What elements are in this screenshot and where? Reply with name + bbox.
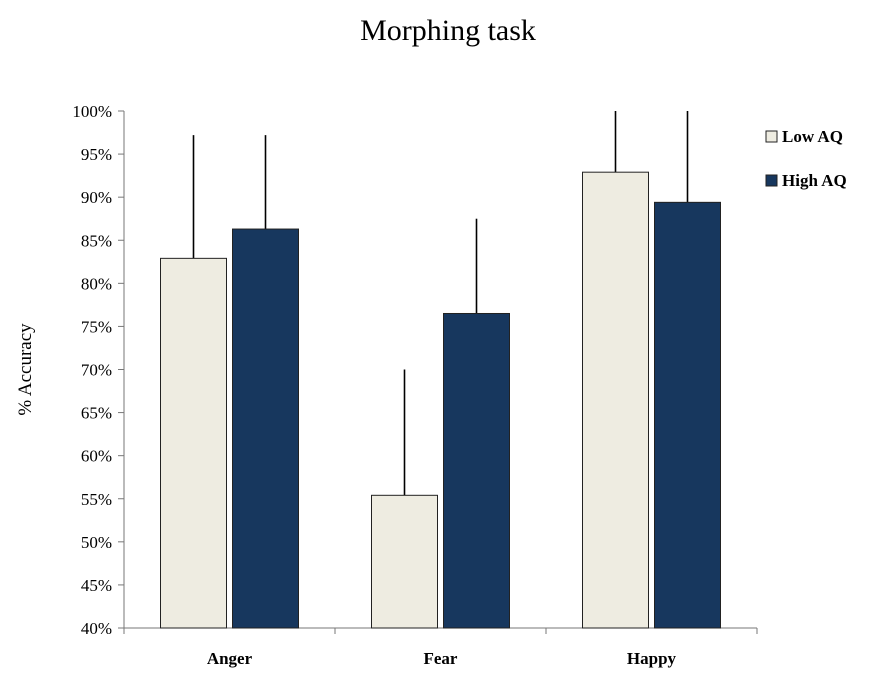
y-tick-label: 60%: [81, 447, 112, 466]
y-tick-label: 50%: [81, 533, 112, 552]
legend-label: Low AQ: [782, 127, 843, 146]
legend-swatch: [765, 174, 778, 187]
y-tick-label: 55%: [81, 490, 112, 509]
x-tick-label: Fear: [424, 649, 458, 668]
legend-swatch: [765, 130, 778, 143]
bars: [160, 111, 721, 629]
legend: Low AQ High AQ: [765, 127, 847, 190]
y-tick-label: 45%: [81, 576, 112, 595]
y-tick-label: 95%: [81, 145, 112, 164]
y-tick-label: 85%: [81, 231, 112, 250]
bar: [371, 494, 438, 629]
y-tick-label: 90%: [81, 188, 112, 207]
y-tick-label: 70%: [81, 361, 112, 380]
y-tick-label: 65%: [81, 404, 112, 423]
bar: [232, 228, 299, 629]
bar: [654, 201, 721, 629]
y-tick-label: 75%: [81, 317, 112, 336]
y-axis-label: % Accuracy: [15, 323, 36, 416]
y-tick-label: 40%: [81, 619, 112, 638]
x-tick-label: Anger: [207, 649, 253, 668]
bar: [443, 312, 510, 629]
y-tick-label: 80%: [81, 274, 112, 293]
y-axis-ticks: 40% 45% 50% 55% 60% 65% 70% 75% 80% 85% 90% 95% 100%: [72, 102, 124, 638]
x-axis-ticks: Anger Fear Happy: [123, 628, 758, 668]
bar: [582, 171, 649, 629]
legend-label: High AQ: [782, 171, 847, 190]
y-tick-label: 100%: [72, 102, 112, 121]
x-tick-label: Happy: [627, 649, 677, 668]
bar: [160, 257, 227, 629]
chart-title: Morphing task: [360, 14, 536, 47]
